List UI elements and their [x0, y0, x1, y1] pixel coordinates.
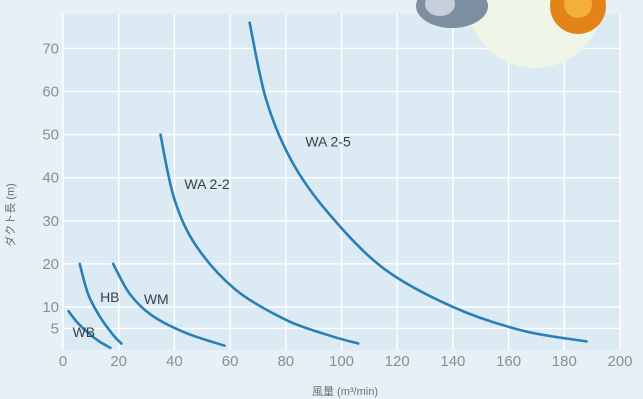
y-tick-label: 20 — [42, 256, 59, 273]
series-label-wa-2-5: WA 2-5 — [305, 133, 351, 149]
x-tick-label: 180 — [552, 353, 577, 370]
x-tick-label: 140 — [440, 353, 465, 370]
series-line-hb — [78, 262, 123, 345]
series-line-wb — [67, 309, 112, 350]
y-tick-label: 10 — [42, 299, 59, 316]
y-tick-label: 70 — [42, 40, 59, 57]
x-tick-label: 40 — [166, 353, 183, 370]
x-tick-labels: 0 20 40 60 80 100 120 140 160 180 200 — [59, 353, 633, 370]
series-label-hb: HB — [100, 289, 119, 305]
y-tick-labels: 5 10 20 30 40 50 60 70 — [42, 40, 59, 337]
product-photo — [416, 0, 606, 68]
y-tick-label: 50 — [42, 127, 59, 144]
x-tick-label: 160 — [496, 353, 521, 370]
x-tick-label: 20 — [110, 353, 127, 370]
orange-fan-center — [564, 0, 592, 18]
series-curves — [67, 21, 588, 350]
x-tick-label: 80 — [277, 353, 294, 370]
y-tick-label: 60 — [42, 84, 59, 101]
x-tick-label: 200 — [607, 353, 632, 370]
x-tick-label: 60 — [222, 353, 239, 370]
series-labels: WB HB WM WA 2-2 WA 2-5 — [73, 133, 351, 340]
series-label-wm: WM — [144, 291, 169, 307]
x-tick-label: 120 — [385, 353, 410, 370]
series-label-wa-2-2: WA 2-2 — [184, 176, 230, 192]
y-tick-label: 40 — [42, 170, 59, 187]
y-tick-label: 5 — [51, 320, 59, 337]
x-axis-title: 風量 (m³/min) — [312, 385, 378, 398]
series-line-wm — [111, 262, 226, 347]
series-line-wa-2-2 — [159, 133, 360, 345]
blower-inlet — [425, 0, 455, 16]
y-axis-title: ダクト長 (m) — [3, 183, 17, 247]
series-label-wb: WB — [73, 324, 96, 340]
y-tick-label: 30 — [42, 213, 59, 230]
series-line-wa-2-5 — [248, 21, 588, 343]
x-tick-label: 0 — [59, 353, 67, 370]
x-tick-label: 100 — [329, 353, 354, 370]
